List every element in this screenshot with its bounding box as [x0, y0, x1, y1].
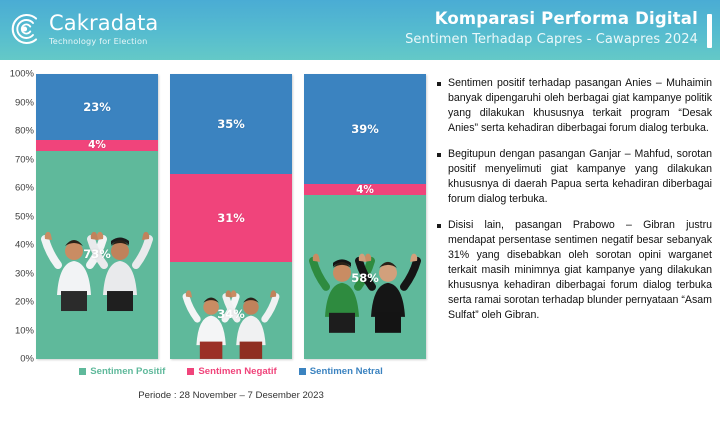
brand-logo: Cakradata Technology for Election — [8, 12, 158, 46]
y-axis-tick: 50% — [14, 211, 34, 222]
bar-segment-label: 4% — [88, 139, 106, 151]
insight-notes: Sentimen positif terhadap pasangan Anies… — [437, 76, 712, 334]
bar-segment-label: 4% — [356, 184, 374, 196]
bar-segment-sentimen-negatif[interactable]: 31% — [170, 173, 292, 263]
y-axis-tick: 0% — [20, 353, 34, 365]
legend-label: Sentimen Positif — [90, 366, 166, 377]
note-bullet: Disisi lain, pasangan Prabowo – Gibran j… — [437, 218, 712, 323]
legend-swatch — [187, 368, 195, 375]
bar-segment-sentimen-netral[interactable]: 39% — [304, 74, 426, 185]
y-axis-tick: 30% — [14, 268, 34, 279]
y-axis: 100% 90% 80% 70% 60% 50% 40% 30% 20% 10% 0% — [0, 69, 34, 365]
bar-segment-sentimen-positif[interactable]: 73% — [36, 150, 158, 359]
bullet-marker-icon — [437, 82, 441, 86]
legend-label: Sentimen Negatif — [198, 366, 277, 377]
bar-segment-sentimen-netral[interactable]: 35% — [170, 74, 292, 174]
bar-segment-sentimen-positif[interactable]: 58% — [304, 195, 426, 359]
y-axis-tick: 20% — [14, 296, 34, 308]
bar-segment-label: 39% — [351, 122, 379, 137]
bar-segment-sentimen-negatif[interactable]: 4% — [304, 184, 426, 196]
bar-column[interactable]: 35% 31% — [170, 74, 292, 359]
note-text: Disisi lain, pasangan Prabowo – Gibran j… — [448, 219, 712, 322]
y-axis-tick: 80% — [14, 125, 34, 137]
y-axis-tick: 100% — [9, 68, 34, 80]
y-axis-tick: 90% — [14, 97, 34, 108]
legend-label: Sentimen Netral — [309, 366, 383, 377]
header-title-group: Komparasi Performa Digital Sentimen Terh… — [405, 8, 698, 49]
bar-column[interactable]: 23% 4% — [36, 74, 158, 359]
note-bullet: Begitupun dengan pasangan Ganjar – Mahfu… — [437, 147, 712, 207]
bullet-marker-icon — [437, 153, 441, 158]
stacked-bar-chart: 100% 90% 80% 70% 60% 50% 40% 30% 20% 10% 0% 23% 4% — [0, 60, 432, 422]
cakradata-logo-icon — [8, 12, 42, 46]
y-axis-tick: 10% — [14, 325, 34, 336]
note-text: Begitupun dengan pasangan Ganjar – Mahfu… — [448, 148, 712, 206]
legend-item[interactable]: Sentimen Netral — [298, 366, 383, 377]
note-bullet: Sentimen positif terhadap pasangan Anies… — [437, 76, 712, 136]
y-axis-tick: 70% — [14, 154, 34, 165]
y-axis-tick: 60% — [14, 182, 34, 194]
bar-segment-label: 35% — [217, 116, 245, 131]
legend-item[interactable]: Sentimen Negatif — [187, 366, 277, 377]
header-banner: Cakradata Technology for Election Kompar… — [0, 0, 720, 60]
bar-segment-label: 73% — [83, 246, 111, 261]
bar-segment-label: 23% — [83, 99, 111, 114]
bar-segment-sentimen-netral[interactable]: 23% — [36, 74, 158, 140]
page-subtitle: Sentimen Terhadap Capres - Cawapres 2024 — [405, 32, 698, 48]
legend-swatch — [79, 368, 87, 375]
brand-name: Cakradata — [49, 10, 159, 35]
note-text: Sentimen positif terhadap pasangan Anies… — [448, 77, 712, 135]
bar-segment-label: 34% — [217, 306, 245, 321]
brand-tagline: Technology for Election — [49, 35, 148, 46]
period-caption: Periode : 28 November – 7 Desember 2023 — [138, 390, 324, 401]
header-accent-bar — [707, 14, 712, 48]
bullet-marker-icon — [437, 224, 441, 229]
legend-item[interactable]: Sentimen Positif — [79, 366, 165, 377]
bar-segment-sentimen-positif[interactable]: 34% — [170, 262, 292, 359]
chart-legend: Sentimen Positif Sentimen Negatif Sentimen… — [36, 366, 426, 377]
bar-segment-label: 31% — [217, 210, 245, 225]
plot-area: 23% 4% — [36, 74, 426, 359]
y-axis-tick: 40% — [14, 239, 34, 251]
bar-segment-sentimen-negatif[interactable]: 4% — [36, 139, 158, 151]
legend-swatch — [298, 368, 306, 375]
bar-column[interactable]: 39% 4% — [304, 74, 426, 359]
page-title: Komparasi Performa Digital — [434, 9, 698, 28]
bar-segment-label: 58% — [351, 270, 379, 285]
